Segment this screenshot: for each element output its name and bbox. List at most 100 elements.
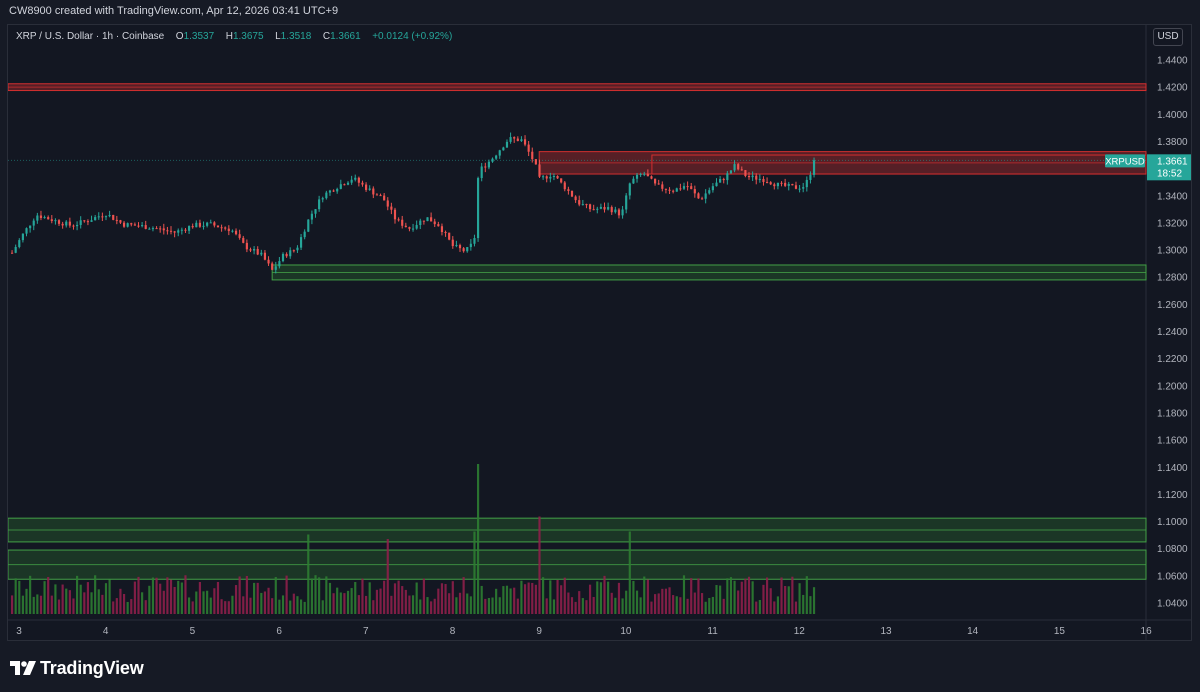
volume-bar [552, 599, 556, 614]
volume-bar [805, 576, 808, 614]
candle-body [686, 186, 689, 188]
volume-bar [383, 580, 386, 614]
candle-body [520, 139, 523, 142]
volume-bar [187, 597, 191, 614]
candle-body [415, 225, 418, 229]
volume-bar [740, 581, 743, 614]
volume-bar [321, 600, 324, 614]
candle-body [159, 228, 162, 230]
candle-body [549, 176, 552, 179]
volume-bar [451, 581, 454, 614]
volume-bar [621, 598, 624, 614]
candle-body [365, 184, 368, 190]
candle-body [249, 249, 252, 251]
volume-bar [625, 590, 628, 614]
volume-bar [635, 590, 639, 614]
candle-body [610, 207, 613, 213]
candle-body [476, 178, 480, 239]
volume-bar [191, 601, 194, 614]
candle-body [708, 190, 711, 194]
volume-bar [784, 585, 787, 614]
volume-bar [101, 594, 104, 614]
volume-bar [563, 577, 566, 614]
volume-bar [90, 592, 93, 614]
candle-body [108, 214, 111, 217]
volume-bar [39, 595, 43, 614]
candle-body [234, 230, 238, 235]
volume-bar [502, 586, 505, 614]
volume-bar [686, 598, 689, 614]
price-tick-label: 1.1200 [1157, 490, 1188, 501]
volume-bar [206, 590, 209, 614]
price-tick-label: 1.3200 [1157, 218, 1188, 229]
volume-bar [79, 584, 82, 614]
volume-bar [155, 577, 158, 614]
volume-bar [769, 588, 772, 614]
tradingview-logo[interactable]: TradingView [10, 657, 144, 679]
candle-body [198, 222, 201, 227]
volume-bar [68, 590, 71, 614]
candle-body [433, 221, 436, 225]
candle-body [534, 159, 537, 165]
volume-layer [10, 464, 816, 614]
volume-bar [462, 577, 465, 614]
candle-body [101, 216, 104, 218]
volume-bar [256, 582, 259, 614]
chart-pane[interactable]: 1.44001.42001.40001.38001.36001.34001.32… [7, 24, 1192, 641]
close-value: 1.3661 [330, 31, 361, 42]
candle-body [36, 215, 39, 221]
candle-body [751, 175, 754, 178]
candle-body [43, 217, 46, 219]
candle-body [379, 195, 382, 197]
candle-body [682, 186, 686, 189]
candle-body [65, 221, 68, 226]
volume-bar [18, 580, 21, 614]
candle-body [191, 226, 194, 228]
volume-bar [498, 597, 501, 614]
volume-bar [693, 592, 696, 614]
volume-bar [711, 596, 714, 614]
volume-bar [234, 585, 238, 614]
volume-bar [737, 590, 740, 614]
volume-bar [794, 601, 798, 614]
currency-button[interactable]: USD [1153, 28, 1183, 46]
candle-body [719, 178, 722, 183]
volume-bar [336, 587, 339, 614]
time-tick-label: 3 [16, 626, 22, 637]
candle-body [480, 166, 483, 179]
volume-bar [505, 585, 509, 614]
volume-bar [184, 575, 187, 614]
volume-bar [36, 594, 39, 614]
volume-bar [307, 534, 310, 614]
volume-bar [610, 592, 613, 614]
volume-bar [216, 581, 220, 614]
volume-bar [97, 589, 100, 614]
volume-bar [476, 464, 480, 614]
volume-bar [690, 578, 693, 614]
volume-bar [719, 585, 722, 614]
volume-bar [574, 601, 577, 614]
time-tick-label: 12 [794, 626, 806, 637]
candle-body [614, 209, 617, 213]
time-tick-label: 13 [880, 626, 892, 637]
volume-bar [397, 580, 400, 614]
candle-body [32, 220, 35, 226]
time-tick-label: 5 [190, 626, 196, 637]
volume-bar [50, 595, 53, 614]
volume-bar [791, 576, 794, 614]
candle-body [299, 237, 303, 248]
candle-body [523, 139, 527, 145]
volume-bar [25, 588, 28, 614]
volume-bar [220, 599, 223, 614]
price-chart[interactable]: 1.44001.42001.40001.38001.36001.34001.32… [8, 25, 1192, 641]
candle-body [578, 200, 581, 205]
volume-bar [126, 601, 129, 614]
candle-body [133, 224, 136, 226]
symbol-tag-label: XRPUSD [1105, 156, 1145, 167]
candle-body [650, 176, 653, 179]
candle-body [213, 222, 216, 226]
candle-body [657, 183, 660, 185]
candle-body [21, 233, 24, 241]
candle-body [661, 184, 664, 189]
